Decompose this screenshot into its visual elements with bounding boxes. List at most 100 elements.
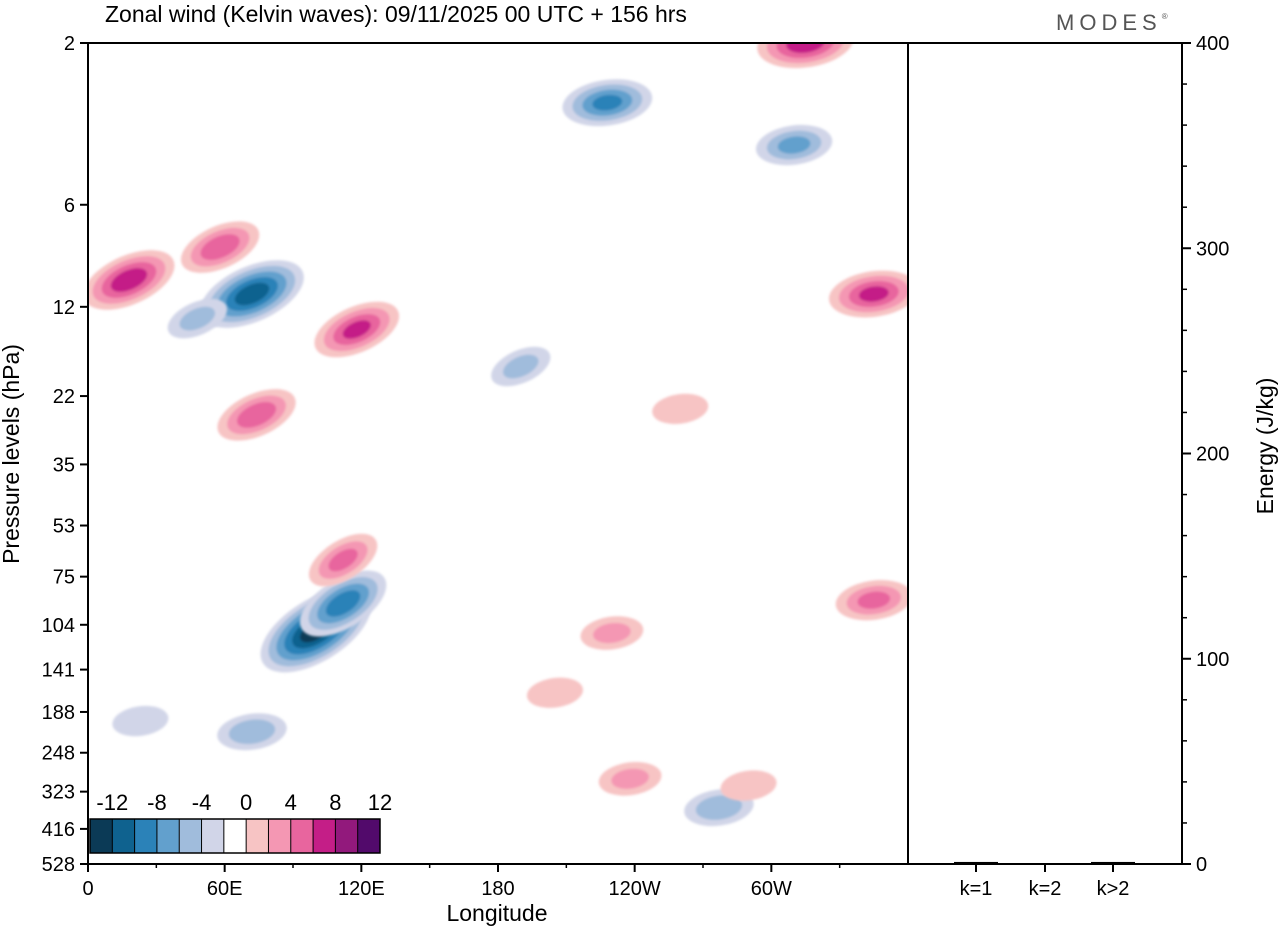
contour-band — [328, 548, 358, 572]
contour-band — [503, 354, 539, 379]
x-axis-label: Longitude — [446, 900, 547, 926]
y-tick-label: 323 — [42, 782, 75, 804]
colorbar: -12 -8 -4 0 4 8 12 — [89, 790, 392, 854]
colorbar-swatch — [179, 819, 202, 853]
y-tick-label: 188 — [42, 702, 75, 724]
energy-category-label: k=1 — [960, 878, 993, 900]
colorbar-swatch — [246, 819, 269, 853]
wind-anomaly-cell — [835, 580, 908, 621]
y-tick-label: 528 — [42, 854, 75, 876]
brand-text: MODES — [1056, 10, 1162, 35]
energy-category-label: k>2 — [1097, 878, 1130, 900]
colorbar-label: 8 — [329, 790, 341, 815]
x-tick-label: 0 — [82, 878, 93, 900]
wind-anomaly-cell — [828, 270, 908, 318]
colorbar-label: -4 — [192, 790, 212, 815]
colorbar-label: -8 — [147, 790, 167, 815]
contour-band — [228, 719, 276, 745]
brand-mark: ® — [1161, 12, 1168, 21]
energy-y-ticks: 0 100 200 300 400 — [1182, 33, 1229, 876]
contour-band — [526, 677, 583, 708]
y-tick-label: 141 — [42, 660, 75, 682]
contour-band — [325, 590, 361, 617]
colorbar-swatch — [112, 819, 135, 853]
colorbar-swatch — [335, 819, 358, 853]
contour-band — [592, 94, 623, 111]
colorbar-label: 12 — [368, 790, 392, 815]
wind-anomaly-cell — [308, 533, 378, 587]
wind-anomaly-cell — [314, 301, 400, 358]
y-tick-marks: 2 6 12 22 35 53 75 104 141 188 248 323 416 528 — [42, 33, 88, 876]
modes-logo: MODES® — [1056, 10, 1168, 36]
wind-anomaly-cell — [88, 250, 175, 310]
hovmoller-panel: -12 -8 -4 0 4 8 12 2 6 12 22 35 53 75 104 141 188 248 323… — [0, 33, 909, 926]
energy-axis-label: Energy (J/kg) — [1252, 378, 1278, 515]
y-tick-label: 53 — [53, 516, 75, 538]
contour-band — [652, 393, 709, 425]
contour-band — [720, 770, 777, 801]
contour-band — [200, 234, 240, 261]
wind-anomaly-cell — [112, 705, 169, 737]
wind-anomaly-cell — [217, 389, 296, 441]
energy-bars: k=1 k=2 k>2 — [954, 861, 1135, 900]
energy-tick-label: 100 — [1196, 649, 1229, 671]
wind-anomaly-cell — [167, 298, 227, 339]
energy-bar — [954, 861, 998, 864]
wind-anomaly-cell — [755, 124, 833, 166]
y-tick-label: 6 — [64, 195, 75, 217]
colorbar-swatch — [313, 819, 336, 853]
contour-band — [695, 795, 743, 820]
colorbar-swatch — [90, 819, 113, 853]
wind-anomaly-cell — [652, 393, 709, 425]
colorbar-swatch — [223, 819, 247, 853]
colorbar-swatch — [357, 819, 380, 853]
energy-plot-frame — [907, 42, 1183, 865]
wind-anomaly-cell — [720, 770, 777, 801]
y-tick-label: 35 — [53, 454, 75, 476]
colorbar-swatch — [156, 819, 180, 853]
x-tick-label: 60E — [207, 878, 243, 900]
wind-anomaly-cell — [217, 713, 287, 751]
y-tick-label: 2 — [64, 33, 75, 55]
contour-band — [858, 286, 889, 302]
colorbar-swatch — [134, 819, 157, 853]
energy-panel: 0 100 200 300 400 k=1 k=2 k>2 Energy (J/kg) — [907, 33, 1278, 900]
colorbar-label: -12 — [96, 790, 128, 815]
contour-band — [593, 622, 631, 644]
wind-anomaly-cell — [580, 616, 644, 650]
contour-band — [777, 136, 811, 154]
energy-tick-label: 0 — [1196, 854, 1207, 876]
colorbar-swatch — [290, 819, 314, 853]
wind-anomaly-cell — [562, 79, 653, 127]
y-tick-label: 22 — [53, 386, 75, 408]
contour-band — [112, 705, 169, 737]
wind-contours — [88, 43, 908, 827]
energy-category-label: k=2 — [1029, 878, 1062, 900]
contour-band — [234, 282, 270, 306]
energy-tick-label: 200 — [1196, 444, 1229, 466]
colorbar-label: 0 — [240, 790, 252, 815]
contour-band — [236, 402, 277, 428]
y-tick-label: 104 — [42, 615, 75, 637]
energy-tick-label: 300 — [1196, 238, 1229, 260]
colorbar-label: 4 — [285, 790, 297, 815]
y-tick-label: 248 — [42, 743, 75, 765]
colorbar-swatch — [201, 819, 224, 853]
colorbar-frame — [89, 818, 381, 854]
plot-area — [88, 43, 908, 864]
wind-anomaly-cell — [180, 221, 260, 273]
chart-title: Zonal wind (Kelvin waves): 09/11/2025 00… — [105, 1, 687, 27]
wind-anomaly-cell — [491, 346, 551, 387]
wind-anomaly-cell — [526, 677, 583, 708]
y-tick-label: 75 — [53, 567, 75, 589]
colorbar-swatch — [268, 819, 291, 853]
contour-band — [342, 320, 371, 339]
contour-band — [110, 268, 148, 292]
energy-tick-label: 400 — [1196, 33, 1229, 55]
wind-anomaly-cell — [598, 761, 662, 796]
y-tick-label: 12 — [53, 297, 75, 319]
x-tick-label: 120E — [338, 878, 385, 900]
x-tick-marks: 0 60E 120E 180 120W 60W — [82, 864, 841, 900]
x-tick-label: 60W — [751, 878, 792, 900]
